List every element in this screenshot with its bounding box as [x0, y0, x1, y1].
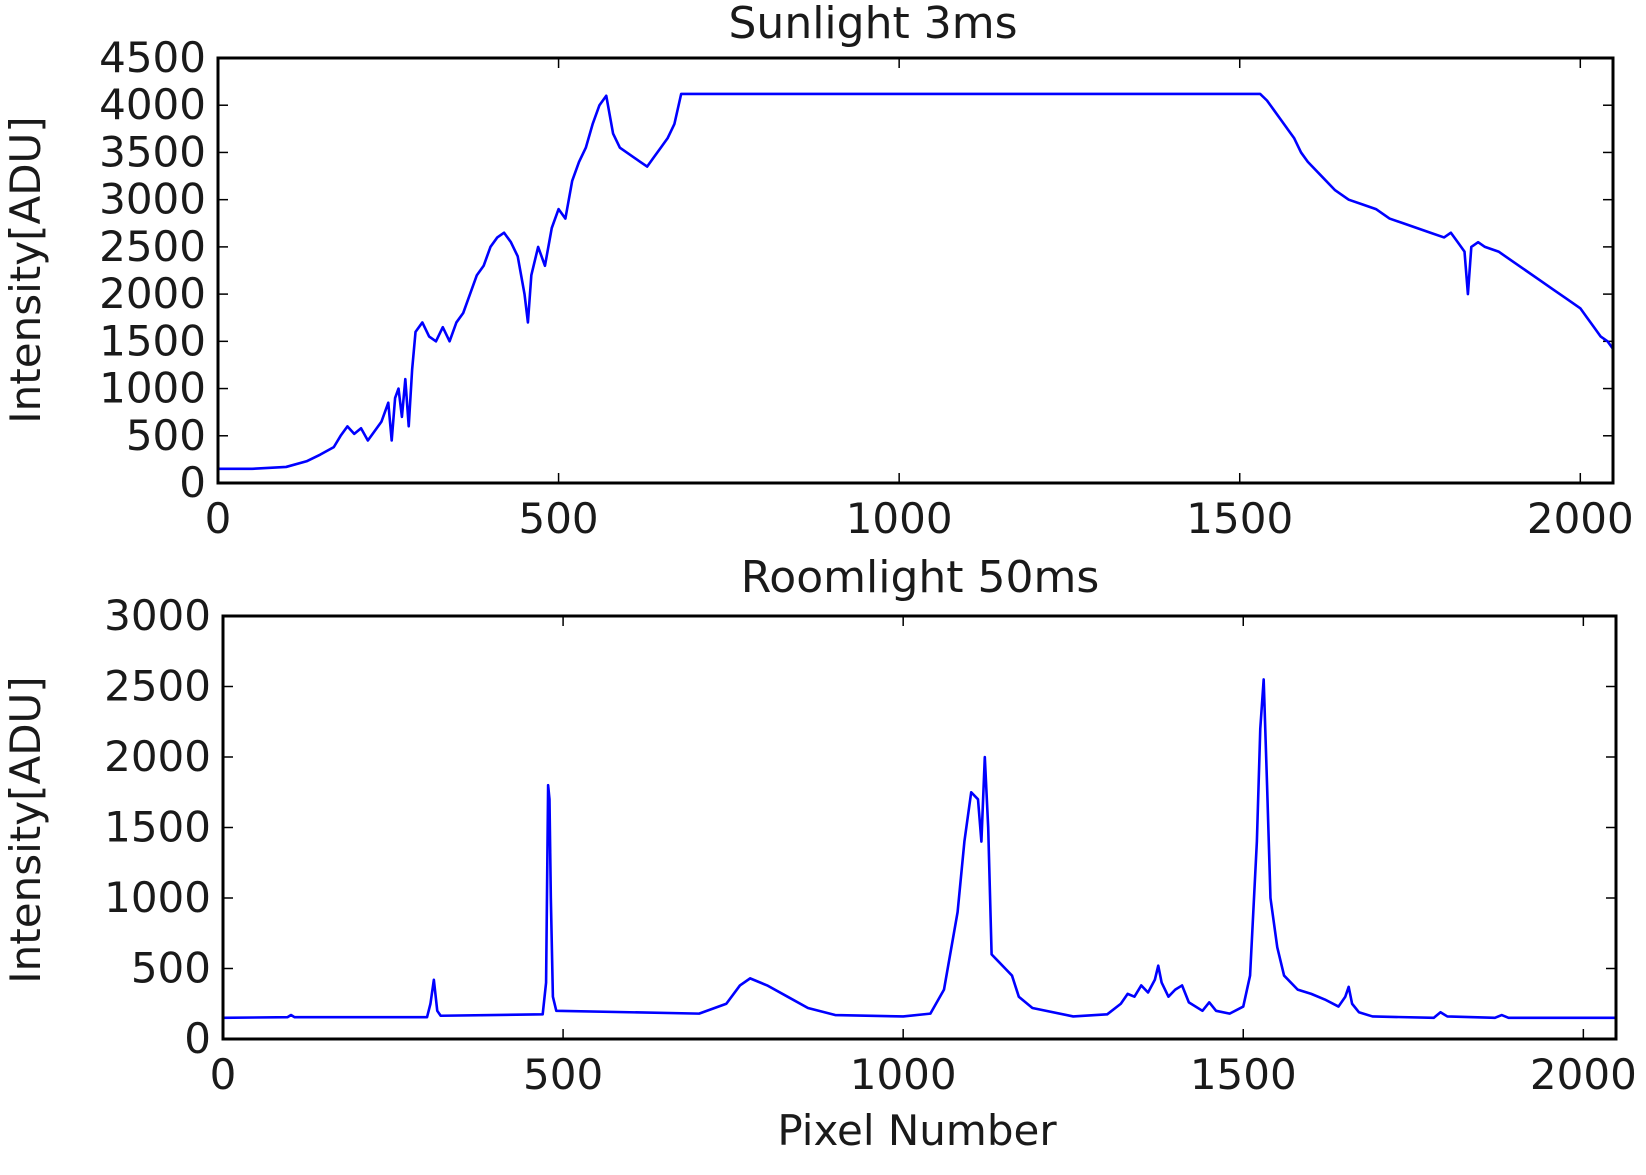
roomlight-ytick-label: 1000	[104, 873, 211, 922]
roomlight-xtick-label: 2000	[1530, 1050, 1637, 1099]
sunlight-ytick-label: 2000	[99, 269, 206, 318]
roomlight-ytick-label: 3000	[104, 591, 211, 640]
roomlight-xticks: 0 500 1000 1500 2000	[210, 616, 1637, 1099]
roomlight-ytick-label: 2000	[104, 732, 211, 781]
sunlight-spectrum-line	[218, 92, 1615, 471]
roomlight-spectrum-line	[222, 678, 1616, 1020]
roomlight-ytick-label: 2500	[104, 662, 211, 711]
roomlight-ytick-label: 1500	[104, 803, 211, 852]
sunlight-xtick-label: 1500	[1186, 494, 1293, 543]
sunlight-ytick-label: 3000	[99, 175, 206, 224]
roomlight-trace-group	[222, 678, 1616, 1020]
sunlight-ytick-label: 500	[126, 411, 206, 460]
sunlight-ytick-label: 0	[179, 458, 206, 507]
sunlight-ylabel: Intensity[ADU]	[1, 116, 50, 423]
sunlight-xticks: 0 500 1000 1500 2000	[205, 58, 1634, 543]
sunlight-xtick-label: 500	[518, 494, 598, 543]
sunlight-ytick-label: 1500	[99, 316, 206, 365]
sunlight-plot-frame	[216, 56, 1615, 485]
roomlight-title: Roomlight 50ms	[741, 552, 1100, 603]
sunlight-ytick-label: 2500	[99, 222, 206, 271]
roomlight-xtick-label: 500	[523, 1050, 603, 1099]
roomlight-xtick-label: 0	[210, 1050, 237, 1099]
sunlight-xtick-label: 1000	[846, 494, 953, 543]
sunlight-xtick-label: 2000	[1527, 494, 1634, 543]
roomlight-xtick-label: 1000	[850, 1050, 957, 1099]
sunlight-ytick-label: 1000	[99, 364, 206, 413]
roomlight-ylabel: Intensity[ADU]	[1, 676, 50, 983]
sunlight-panel: Sunlight 3ms Intensity[ADU] 050010001500…	[1, 0, 1634, 543]
roomlight-xlabel: Pixel Number	[777, 1106, 1057, 1155]
roomlight-ytick-label: 0	[184, 1014, 211, 1063]
sunlight-trace-group	[218, 92, 1615, 471]
roomlight-yticks: 0 500 1000 1500 2000 2500 3000	[104, 591, 1616, 1063]
roomlight-plot-frame	[221, 614, 1618, 1041]
sunlight-xtick-label: 0	[205, 494, 232, 543]
roomlight-xtick-label: 1500	[1190, 1050, 1297, 1099]
roomlight-ytick-label: 500	[131, 944, 211, 993]
roomlight-panel: Roomlight 50ms Intensity[ADU] 0 500 1000 15…	[1, 552, 1637, 1155]
sunlight-ytick-label: 3500	[99, 127, 206, 176]
sunlight-ytick-label: 4000	[99, 80, 206, 129]
sunlight-title: Sunlight 3ms	[729, 0, 1018, 49]
sunlight-ytick-label: 4500	[99, 33, 206, 82]
